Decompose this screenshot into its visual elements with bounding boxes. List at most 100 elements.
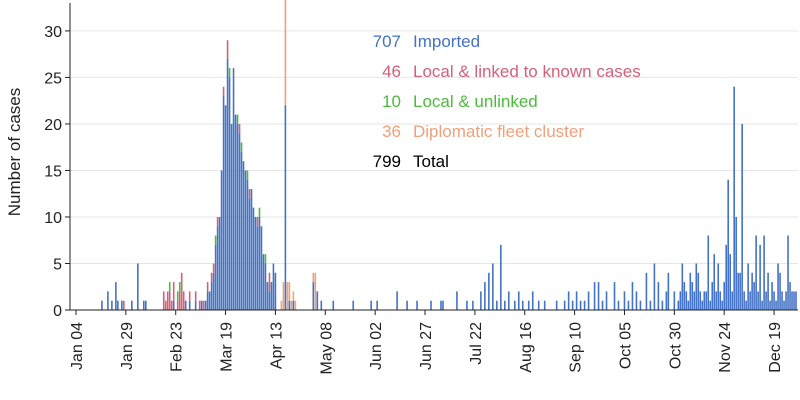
bar-imported [250,189,253,310]
bar-imported [711,282,714,310]
bar-imported [745,300,747,310]
bar-imported [775,300,777,310]
bar-local-linked-to-known-cases [176,300,179,310]
bar-imported [755,235,757,310]
bar-local-linked-to-known-cases [248,189,251,199]
bar-imported [274,272,277,310]
bar-imported [793,291,795,310]
bar-imported [376,300,378,310]
x-tick-label: Jul 22 [468,322,485,365]
bar-imported [240,151,243,310]
bar-imported [242,161,245,310]
bar-imported [332,300,335,310]
bar-imported [703,291,706,310]
y-tick-label: 25 [44,70,62,87]
bar-imported [194,300,197,310]
bar-imported [727,179,729,310]
bar-diplomatic-fleet-cluster [280,300,283,310]
bar-imported [172,300,175,310]
bar-local-linked-to-known-cases [178,291,181,310]
bar-imported [691,282,694,310]
bar-imported [683,282,686,310]
bar-imported [212,272,215,310]
bar-imported [214,244,217,310]
bar-diplomatic-fleet-cluster [286,282,289,310]
bar-imported [741,123,743,310]
bar-imported [579,300,582,310]
bar-imported [723,282,726,310]
bar-imported [234,114,237,311]
bar-imported [492,263,494,310]
bar-imported [111,300,113,310]
legend-label: Local & linked to known cases [413,62,641,81]
bar-local-unlinked [246,170,249,180]
bar-imported [705,291,708,310]
bar-imported [396,291,398,310]
bar-diplomatic-fleet-cluster [284,0,287,106]
bar-local-linked-to-known-cases [212,263,215,273]
bar-imported [521,300,524,310]
bar-imported [238,133,241,310]
bar-imported [230,123,233,310]
x-tick-label: Jan 04 [69,322,86,370]
bar-local-linked-to-known-cases [188,291,191,301]
bar-imported [679,291,682,310]
bar-imported [244,170,247,310]
bar-local-unlinked [176,291,179,301]
bar-imported [101,300,103,310]
legend-count: 10 [382,92,401,111]
bar-imported [719,291,722,310]
legend: 707 Imported 46 Local & linked to known cas… [373,32,641,171]
y-tick-label: 30 [44,24,62,41]
bar-diplomatic-fleet-cluster [282,282,285,310]
bar-imported [226,58,229,311]
bar-imported [507,291,510,310]
bar-imported [500,244,502,310]
bar-imported [228,77,231,310]
bar-local-linked-to-known-cases [206,282,209,292]
bar-imported [601,300,604,310]
bar-imported [484,282,486,310]
bar-imported [627,300,630,310]
bar-imported [753,282,755,310]
x-tick-label: Feb 23 [169,322,186,372]
y-tick-label: 0 [53,303,62,320]
bar-imported [721,300,724,310]
x-tick-labels: Jan 04 Jan 29 Feb 23 Mar 19 Apr 13 May 08 Jun … [69,310,784,374]
bar-imported [587,291,590,310]
bar-local-linked-to-known-cases [194,291,197,301]
bar-imported [258,216,261,310]
bar-imported [747,263,749,310]
bar-imported [729,254,731,310]
bar-local-linked-to-known-cases [162,291,165,310]
bar-local-unlinked [264,254,267,264]
bar-imported [184,300,187,310]
bar-imported [537,300,540,310]
bar-local-linked-to-known-cases [256,216,259,227]
bar-imported [645,272,648,310]
bar-imported [735,216,737,310]
bar-imported [264,263,267,310]
bar-local-unlinked [168,282,171,292]
bar-diplomatic-fleet-cluster [288,282,291,301]
bar-imported [218,216,221,310]
bar-imported [697,272,700,310]
bar-imported [254,216,257,310]
x-tick-label: Sep 10 [568,322,585,373]
bar-local-unlinked [178,282,181,292]
bar-imported [657,282,660,310]
y-tick-labels: 0 5 10 15 20 25 30 [44,24,70,320]
bar-imported [699,291,702,310]
bar-local-linked-to-known-cases [170,300,173,310]
bar-imported [733,86,735,311]
x-tick-label: Jun 02 [368,322,385,370]
bar-imported [504,300,506,310]
bar-imported [785,291,787,310]
bar-imported [232,68,235,310]
bar-imported [496,300,498,310]
bar-imported [575,291,578,310]
bars [101,0,797,311]
bar-imported [737,272,739,310]
legend-count: 36 [382,122,401,141]
bar-imported [416,300,418,310]
